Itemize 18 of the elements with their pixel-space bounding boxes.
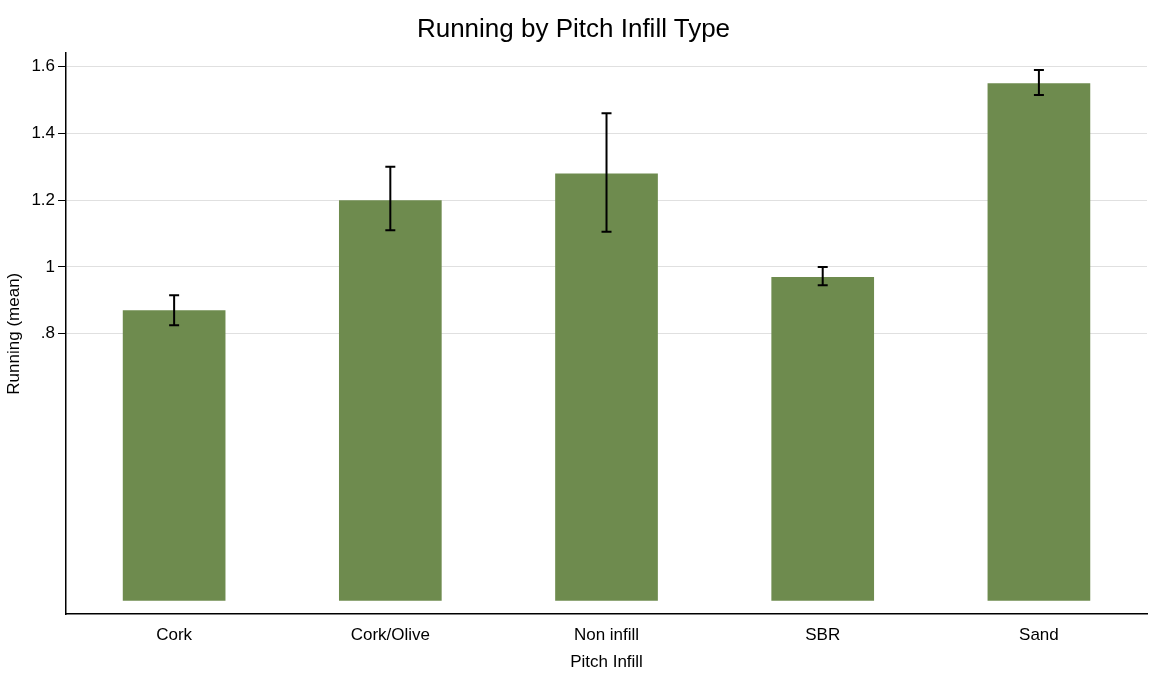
y-axis-title: Running (mean) <box>3 272 23 395</box>
x-tick-label: Non infill <box>573 625 640 645</box>
y-tick-label: .8 <box>40 323 56 343</box>
y-tick-label: 1.6 <box>31 56 56 76</box>
bar <box>771 276 875 601</box>
y-tick-label: 1 <box>45 256 56 276</box>
bar <box>122 310 226 601</box>
bar <box>987 83 1091 601</box>
x-tick-label: Cork/Olive <box>350 625 430 645</box>
bar <box>338 200 442 601</box>
y-tick-label: 1.4 <box>31 123 56 143</box>
x-tick-label: Cork <box>156 625 193 645</box>
x-tick-label: SBR <box>805 625 841 645</box>
y-tick-label: 1.2 <box>31 189 56 209</box>
chart-title: Running by Pitch Infill Type <box>416 12 731 43</box>
bar <box>555 173 658 601</box>
x-tick-label: Sand <box>1019 625 1059 645</box>
x-axis-title: Pitch Infill <box>570 652 643 672</box>
